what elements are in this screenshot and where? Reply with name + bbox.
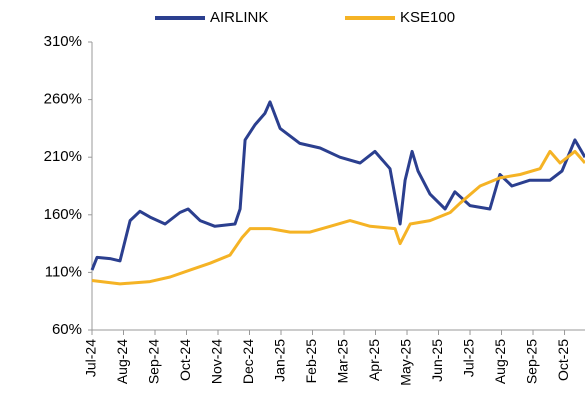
x-tick-label: Apr-25 [366, 339, 382, 381]
x-tick-label: Jan-25 [272, 339, 288, 382]
x-tick-label: Jul-24 [83, 339, 99, 377]
x-tick-label: Oct-24 [177, 339, 193, 381]
series-line [91, 149, 585, 286]
x-tick-label: Aug-25 [492, 339, 508, 384]
x-tick-label: May-25 [398, 339, 414, 386]
y-tick-label: 260% [44, 91, 82, 108]
y-tick-label: 310% [44, 33, 82, 50]
x-tick-label: Oct-25 [555, 339, 571, 381]
y-tick-label: 210% [44, 148, 82, 165]
x-tick-label: Jun-25 [429, 339, 445, 382]
x-tick-label: Dec-24 [240, 339, 256, 384]
x-tick-label: Feb-25 [303, 339, 319, 384]
x-tick-label: Sep-25 [524, 339, 540, 384]
x-tick-label: Sep-24 [146, 339, 162, 384]
x-tick-label: Mar-25 [335, 339, 351, 384]
y-tick-label: 110% [45, 263, 82, 280]
x-tick-label: Jul-25 [461, 339, 477, 377]
x-tick-label: Nov-24 [209, 339, 225, 384]
series-line [90, 100, 585, 271]
y-tick-label: 60% [52, 321, 82, 338]
y-tick-label: 160% [44, 206, 82, 223]
x-tick-label: Aug-24 [114, 339, 130, 384]
legend-label: AIRLINK [210, 9, 268, 26]
legend-label: KSE100 [400, 9, 455, 26]
